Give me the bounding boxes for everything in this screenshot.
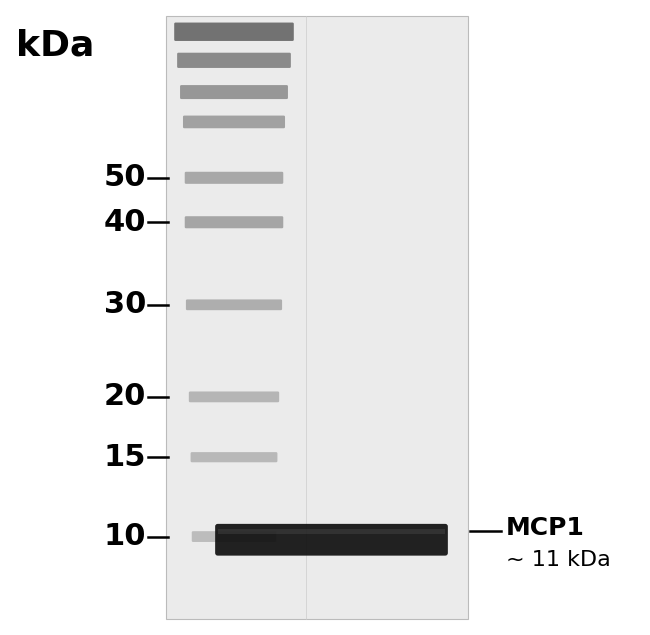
FancyBboxPatch shape (192, 531, 276, 542)
Text: 15: 15 (104, 443, 146, 472)
FancyBboxPatch shape (174, 23, 294, 41)
FancyBboxPatch shape (188, 391, 280, 403)
FancyBboxPatch shape (186, 299, 282, 310)
Bar (166, 16, 468, 619)
FancyBboxPatch shape (190, 452, 278, 462)
FancyBboxPatch shape (215, 524, 448, 556)
FancyBboxPatch shape (185, 216, 283, 228)
Text: 10: 10 (104, 522, 146, 551)
FancyBboxPatch shape (180, 85, 288, 99)
Text: 40: 40 (104, 208, 146, 237)
FancyBboxPatch shape (177, 53, 291, 68)
Text: ~ 11 kDa: ~ 11 kDa (506, 550, 610, 570)
Text: MCP1: MCP1 (506, 516, 584, 540)
FancyBboxPatch shape (218, 528, 445, 535)
FancyBboxPatch shape (183, 116, 285, 128)
Text: kDa: kDa (16, 29, 95, 63)
Text: 50: 50 (104, 163, 146, 192)
FancyBboxPatch shape (185, 171, 283, 184)
Text: 30: 30 (104, 290, 146, 319)
Text: 20: 20 (104, 382, 146, 411)
